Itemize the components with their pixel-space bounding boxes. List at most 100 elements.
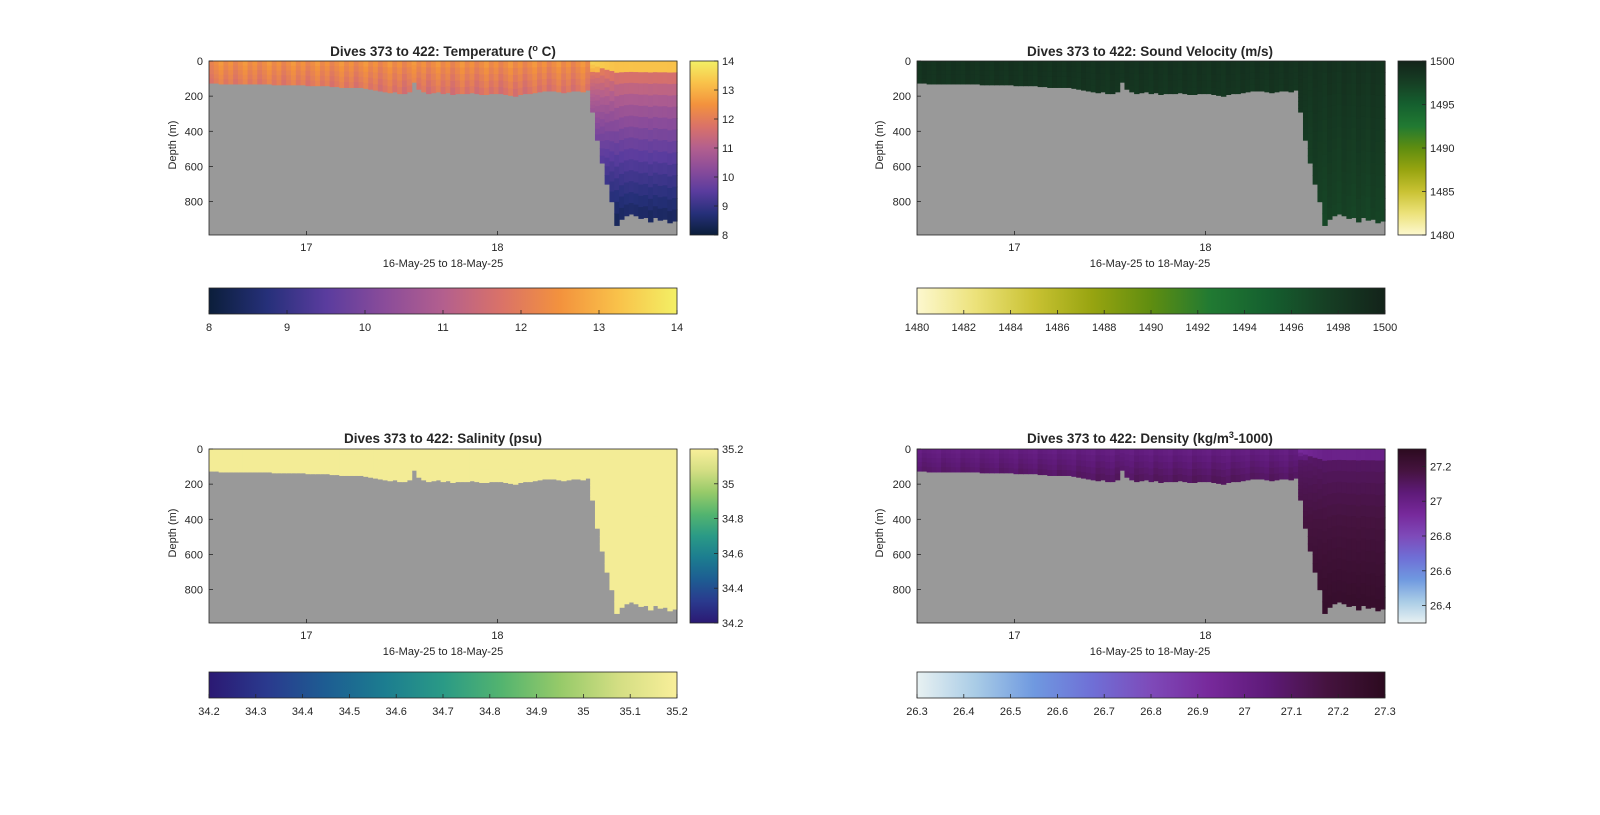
- density-cell: [1071, 459, 1077, 466]
- density-cell: [1187, 455, 1193, 463]
- salinity-cell: [310, 449, 316, 455]
- density-cell: [1056, 454, 1063, 461]
- salinity-cell: [252, 449, 258, 455]
- sound-velocity-cell: [1370, 72, 1376, 85]
- temperature-cell: [421, 61, 427, 68]
- density-horizontal-colorbar-label: 26.5: [1000, 706, 1021, 718]
- temperature-cell: [628, 202, 635, 215]
- temperature-cell: [599, 90, 606, 99]
- temperature-cell: [633, 149, 639, 162]
- density-horizontal-colorbar-label: 26.6: [1047, 706, 1068, 718]
- temperature-cell: [575, 78, 582, 86]
- density-cell: [1336, 590, 1343, 603]
- density-cell: [1360, 504, 1367, 517]
- sound-velocity-cell: [1259, 72, 1265, 80]
- density-cell: [994, 463, 1000, 469]
- sound-velocity-cell: [945, 70, 952, 76]
- density-cell: [1298, 449, 1304, 454]
- salinity-cell: [580, 473, 586, 481]
- density-cell: [1090, 455, 1097, 462]
- sound-velocity-cell: [1090, 85, 1097, 93]
- salinity-cell: [512, 463, 519, 471]
- density-cell: [1322, 472, 1328, 485]
- temperature-cell: [276, 65, 282, 72]
- temperature-cell: [363, 66, 369, 73]
- sound-velocity-cell: [1312, 175, 1319, 185]
- temperature-cell: [667, 95, 673, 108]
- sound-velocity-cell: [1076, 83, 1082, 90]
- sound-velocity-cell: [1134, 87, 1140, 95]
- salinity-cell: [537, 473, 543, 481]
- density-cell: [994, 453, 1000, 460]
- salinity-cell: [633, 482, 639, 494]
- salinity-cell: [300, 458, 307, 464]
- density-cell: [1317, 579, 1323, 591]
- density-cell: [1302, 522, 1309, 529]
- temperature-cell: [619, 162, 625, 175]
- temperature-cell: [348, 82, 355, 88]
- sound-velocity-cell: [960, 79, 966, 85]
- temperature-cell: [619, 207, 625, 220]
- density-cell: [1351, 549, 1357, 562]
- density-cell: [1312, 492, 1319, 503]
- salinity-cell: [604, 484, 611, 494]
- sound-velocity-cell: [1278, 84, 1285, 92]
- density-cell: [1302, 516, 1309, 524]
- sound-velocity-cell: [1298, 75, 1304, 80]
- density-plot-area: [916, 448, 1386, 624]
- temperature-cell: [585, 84, 591, 91]
- salinity-cell: [455, 455, 461, 463]
- density-cell: [1037, 454, 1044, 460]
- temperature-cell: [652, 128, 659, 140]
- sound-velocity-cell: [1143, 79, 1150, 87]
- salinity-cell: [373, 472, 379, 479]
- temperature-cell: [319, 61, 326, 67]
- sound-velocity-cell: [1298, 93, 1304, 99]
- sound-velocity-cell: [1119, 73, 1126, 79]
- sound-velocity-cell: [1365, 151, 1372, 164]
- sound-velocity-plot-area: [916, 60, 1386, 236]
- sound-velocity-cell: [984, 79, 990, 86]
- salinity-cell: [266, 453, 273, 459]
- sound-velocity-cell: [1134, 67, 1140, 75]
- density-cell: [1341, 548, 1347, 561]
- temperature-cell: [633, 127, 639, 139]
- salinity-cell: [638, 460, 644, 473]
- salinity-cell: [324, 458, 331, 465]
- salinity-cell: [623, 482, 630, 494]
- temperature-cell: [295, 75, 302, 81]
- density-cell: [1322, 449, 1328, 462]
- salinity-cell: [672, 586, 678, 599]
- sound-velocity-cell: [1327, 140, 1333, 152]
- sound-velocity-cell: [1312, 69, 1319, 80]
- temperature-cell: [334, 81, 340, 88]
- sound-velocity-cell: [1018, 75, 1024, 82]
- density-cell: [1095, 461, 1101, 469]
- density-cell: [1158, 462, 1164, 470]
- salinity-cell: [469, 467, 475, 475]
- temperature-cell: [469, 79, 475, 87]
- salinity-cell: [575, 466, 582, 474]
- density-cell: [1192, 475, 1198, 483]
- temperature-cell: [561, 86, 567, 94]
- density-cell: [1380, 506, 1386, 519]
- temperature-cell: [561, 79, 567, 87]
- salinity-cell: [353, 464, 360, 471]
- density-cell: [955, 449, 962, 455]
- temperature-cell: [228, 65, 234, 71]
- density-cell: [1298, 463, 1304, 468]
- temperature-cell: [561, 61, 567, 68]
- sound-velocity-cell: [1172, 74, 1179, 82]
- salinity-cell: [315, 468, 321, 475]
- temperature-cell: [594, 61, 601, 68]
- sound-velocity-cell: [1259, 84, 1265, 92]
- density-cell: [1341, 537, 1347, 550]
- sound-velocity-cell: [974, 65, 981, 71]
- salinity-cell: [319, 468, 326, 475]
- temperature-cell: [623, 83, 630, 95]
- density-cell: [921, 457, 928, 463]
- sound-velocity-cell: [1317, 191, 1323, 203]
- density-cell: [1061, 464, 1068, 471]
- density-cell: [945, 462, 952, 468]
- temperature-horizontal-colorbar: 8 9 10 11 12 13 14: [206, 287, 683, 334]
